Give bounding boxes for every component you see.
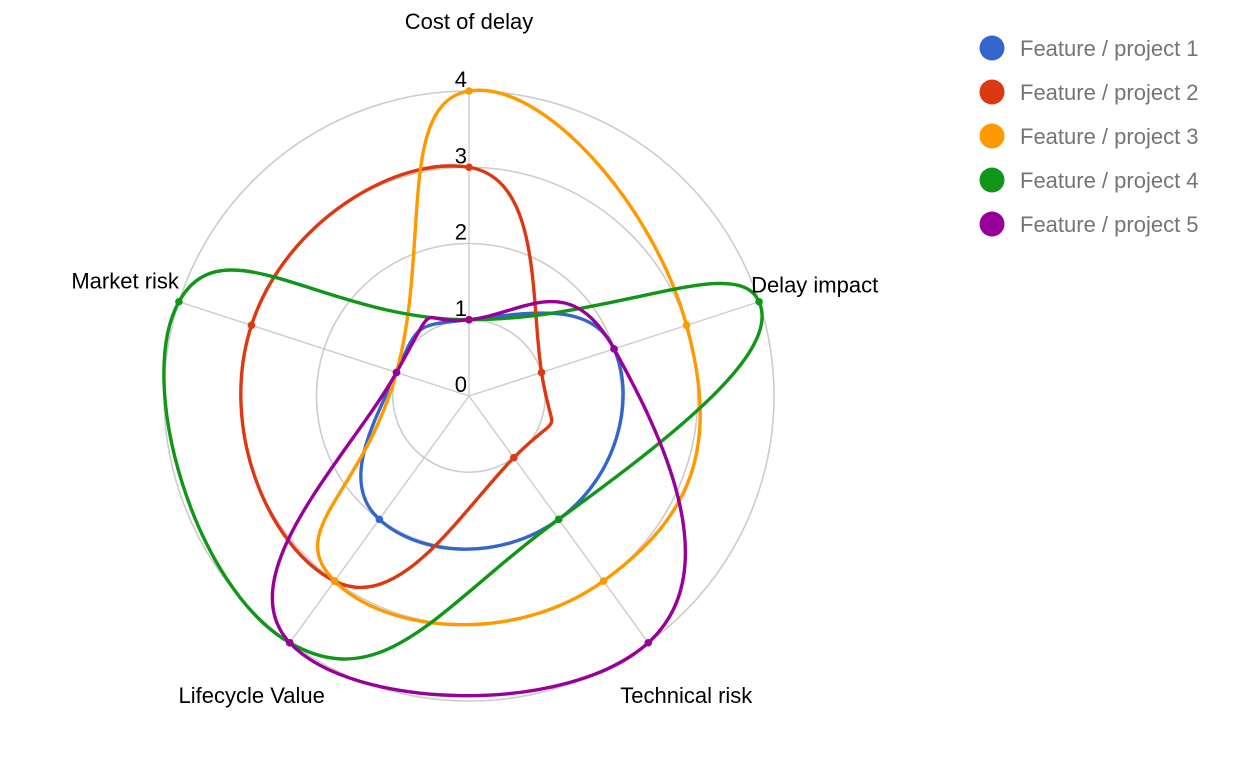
legend-label: Feature / project 5 <box>1020 212 1199 237</box>
data-point[interactable] <box>247 321 256 330</box>
data-point[interactable] <box>392 368 401 377</box>
axis-label: Cost of delay <box>405 9 533 34</box>
data-point[interactable] <box>510 453 518 462</box>
series-points <box>175 87 763 647</box>
data-point[interactable] <box>465 87 473 95</box>
legend-swatch <box>979 167 1005 193</box>
legend-swatch <box>979 211 1005 237</box>
axis-label: Market risk <box>71 269 180 294</box>
axis-spoke <box>178 301 470 397</box>
legend-label: Feature / project 3 <box>1020 124 1199 149</box>
data-point[interactable] <box>465 163 473 172</box>
legend-swatch <box>979 79 1005 105</box>
legend-item[interactable]: Feature / project 2 <box>979 79 1199 106</box>
legend-item[interactable]: Feature / project 3 <box>979 123 1199 150</box>
data-point[interactable] <box>644 638 653 647</box>
tick-labels: 0 1 2 3 4 <box>455 67 467 397</box>
grid <box>163 90 775 702</box>
legend: Feature / project 1 Feature / project 2 Fe… <box>979 35 1199 238</box>
data-point[interactable] <box>554 515 563 524</box>
tick-label: 3 <box>455 143 467 168</box>
data-point[interactable] <box>682 321 691 330</box>
tick-label: 0 <box>455 372 467 397</box>
legend-label: Feature / project 1 <box>1020 36 1199 61</box>
legend-swatch <box>979 35 1005 61</box>
legend-label: Feature / project 4 <box>1020 168 1199 193</box>
data-point[interactable] <box>755 297 763 306</box>
legend-swatch <box>979 123 1005 149</box>
axis-label: Delay impact <box>751 273 878 298</box>
tick-label: 2 <box>455 220 467 245</box>
data-point[interactable] <box>537 368 546 377</box>
axis-label: Technical risk <box>620 683 753 708</box>
data-point[interactable] <box>175 297 183 306</box>
data-point[interactable] <box>610 345 618 353</box>
legend-label: Feature / project 2 <box>1020 80 1199 105</box>
axis-label: Lifecycle Value <box>179 683 325 708</box>
data-point[interactable] <box>599 577 608 585</box>
data-point[interactable] <box>330 577 339 585</box>
tick-label: 1 <box>455 296 467 321</box>
series-line-1[interactable] <box>359 311 625 551</box>
legend-item[interactable]: Feature / project 1 <box>979 35 1199 62</box>
tick-label: 4 <box>455 67 467 92</box>
legend-item[interactable]: Feature / project 5 <box>979 211 1199 238</box>
data-point[interactable] <box>285 638 294 647</box>
series-line-4[interactable] <box>162 268 764 661</box>
data-point[interactable] <box>465 315 473 324</box>
axis-labels: Cost of delay Delay impact Technical risk L… <box>71 9 878 708</box>
legend-item[interactable]: Feature / project 4 <box>979 167 1199 194</box>
series-line-2[interactable] <box>239 164 554 590</box>
data-point[interactable] <box>375 515 384 524</box>
